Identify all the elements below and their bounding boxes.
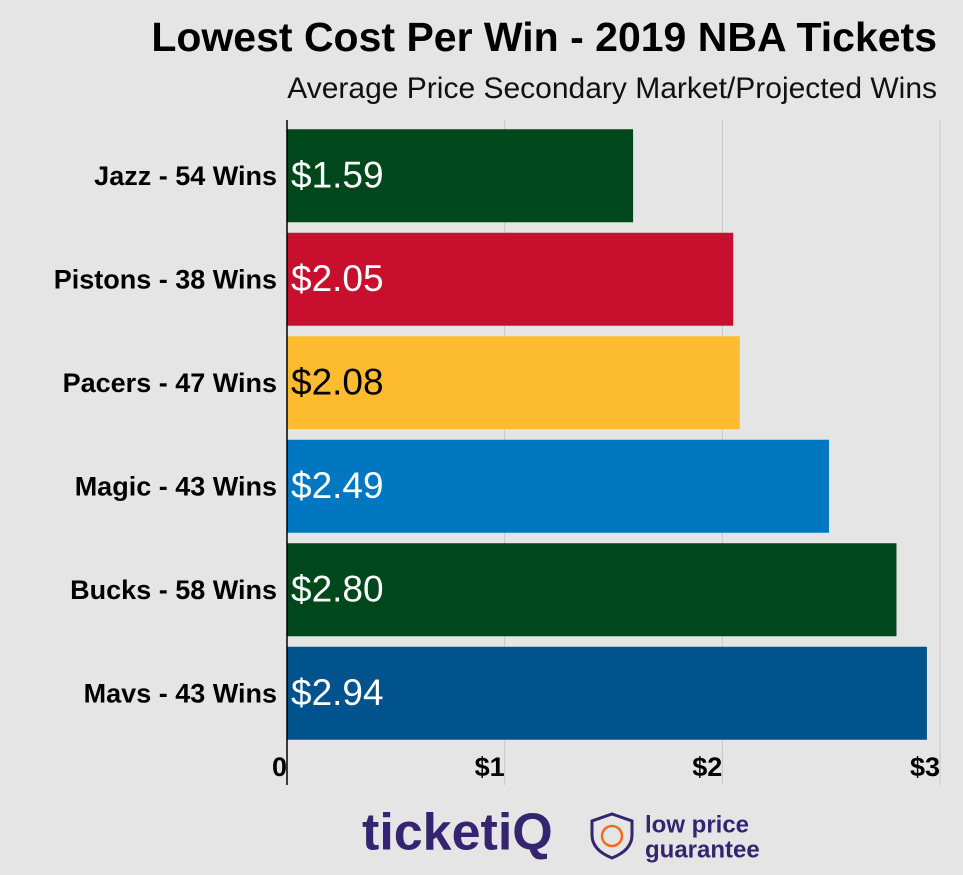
x-tick-label: $3 [910,752,940,782]
plot: 0 $1 $2 $3 Jazz - 54 Wins $1.59 Pistons - 38 W… [54,120,941,785]
y-tick-label: Pacers - 47 Wins [63,368,277,398]
x-tick-label: $2 [692,752,722,782]
y-tick-label: Bucks - 58 Wins [70,575,277,605]
bar [287,439,829,533]
tagline: guarantee [645,836,760,863]
x-tick-label: $1 [475,752,505,782]
bar [287,232,734,326]
bar [287,543,897,637]
value-label: $1.59 [291,155,384,196]
value-label: $2.49 [291,465,384,506]
logo: ticketiQ low price guarantee [362,804,760,864]
tagline: low price [645,811,749,838]
value-label: $2.05 [291,258,384,299]
bar [287,129,634,223]
chart-title: Lowest Cost Per Win - 2019 NBA Tickets [151,14,937,60]
bar [287,646,927,740]
shield-icon [590,812,634,860]
y-tick-label: Jazz - 54 Wins [94,161,277,191]
y-tick-label: Magic - 43 Wins [75,471,277,501]
value-label: $2.08 [291,362,384,403]
y-tick-label: Pistons - 38 Wins [54,264,277,294]
chart-subtitle: Average Price Secondary Market/Projected… [287,72,937,105]
value-label: $2.80 [291,569,384,610]
value-label: $2.94 [291,672,384,713]
brand: ticketiQ [362,804,553,862]
bar [287,336,740,430]
x-tick-label: 0 [272,752,287,782]
y-tick-label: Mavs - 43 Wins [84,678,277,708]
coin-icon [600,824,624,848]
